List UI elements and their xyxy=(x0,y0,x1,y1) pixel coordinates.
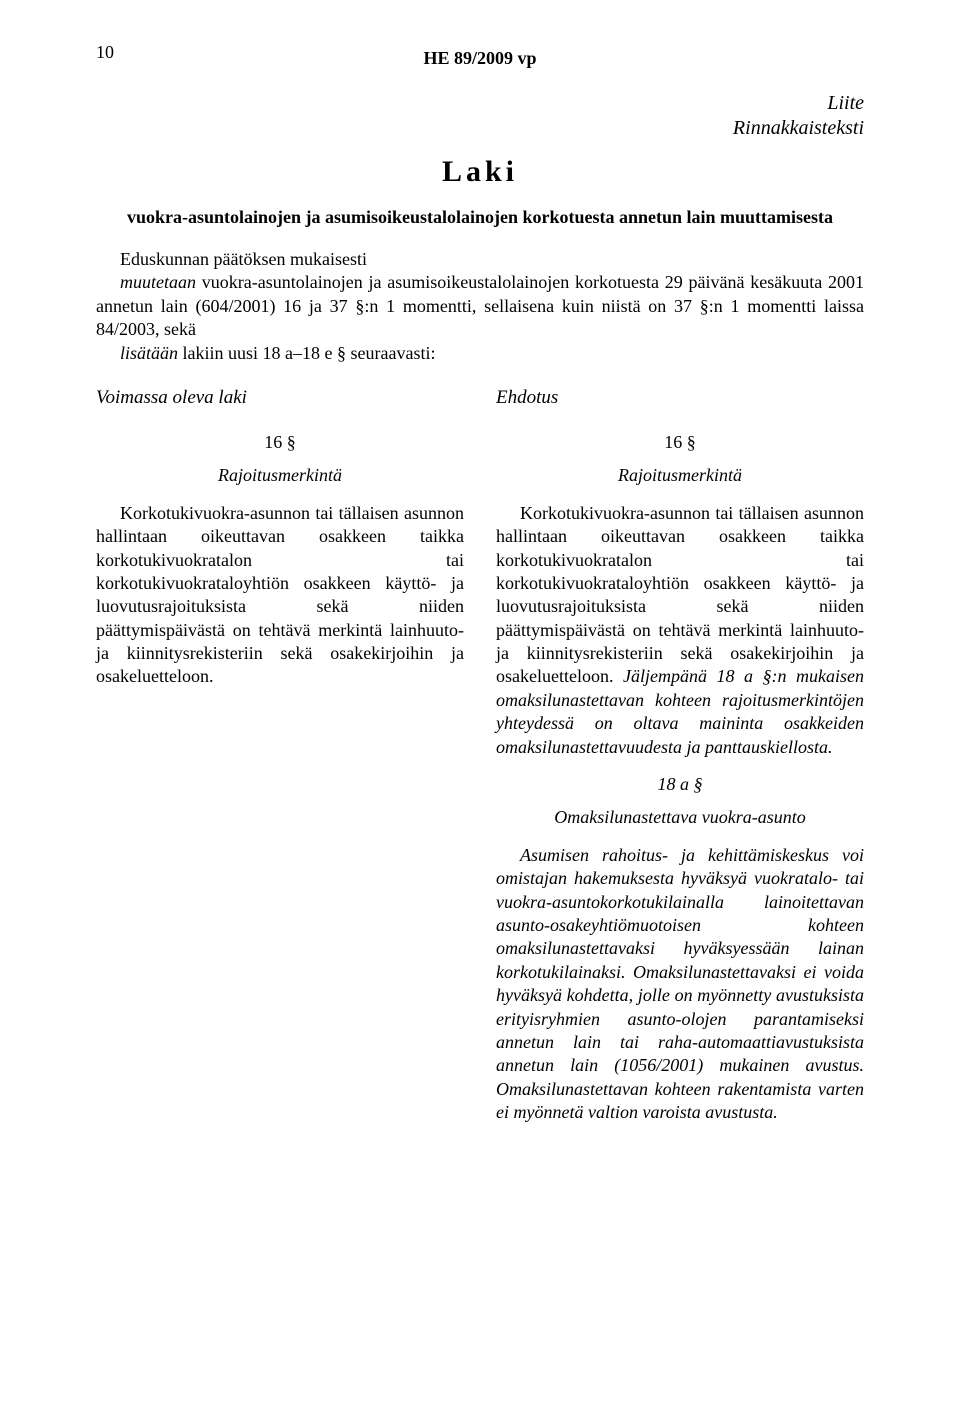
right-sec18a-number: 18 a § xyxy=(496,773,864,796)
column-labels: Voimassa oleva laki Ehdotus xyxy=(96,387,864,409)
left-column-label: Voimassa oleva laki xyxy=(96,387,464,409)
parallel-text-label: Rinnakkaisteksti xyxy=(733,117,864,139)
preamble: Eduskunnan päätöksen mukaisesti muutetaa… xyxy=(96,248,864,365)
preamble-muutetaan: muutetaan xyxy=(120,272,196,292)
left-sec16-number: 16 § xyxy=(96,431,464,454)
preamble-seg-1: vuokra-asuntolainojen ja asumisoikeustal… xyxy=(96,272,864,339)
law-heading: Laki xyxy=(96,155,864,189)
right-column-label: Ehdotus xyxy=(496,387,864,409)
preamble-line-3: lisätään lakiin uusi 18 a–18 e § seuraav… xyxy=(96,342,864,365)
right-sec16-title: Rajoitusmerkintä xyxy=(496,464,864,487)
right-sec16-number: 16 § xyxy=(496,431,864,454)
document-code: HE 89/2009 vp xyxy=(96,48,864,69)
left-sec16-title: Rajoitusmerkintä xyxy=(96,464,464,487)
preamble-line-2: muutetaan vuokra-asuntolainojen ja asumi… xyxy=(96,271,864,341)
law-title: vuokra-asuntolainojen ja asumisoikeustal… xyxy=(96,207,864,228)
page-number: 10 xyxy=(96,42,114,63)
document-page: 10 HE 89/2009 vp Liite Rinnakkaisteksti … xyxy=(0,0,960,1405)
right-sec16-body-plain: Korkotukivuokra-asunnon tai tällaisen as… xyxy=(496,503,864,687)
right-sec18a-title: Omaksilunastettava vuokra-asunto xyxy=(496,806,864,829)
attachment-labels: Liite Rinnakkaisteksti xyxy=(96,91,864,141)
right-column: 16 § Rajoitusmerkintä Korkotukivuokra-as… xyxy=(496,431,864,1139)
preamble-seg-2: lakiin uusi 18 a–18 e § seuraavasti: xyxy=(178,343,435,363)
attachment-label: Liite xyxy=(827,92,864,114)
preamble-line-1: Eduskunnan päätöksen mukaisesti xyxy=(96,248,864,271)
left-column: 16 § Rajoitusmerkintä Korkotukivuokra-as… xyxy=(96,431,464,1139)
preamble-lisataan: lisätään xyxy=(120,343,178,363)
parallel-columns: 16 § Rajoitusmerkintä Korkotukivuokra-as… xyxy=(96,431,864,1139)
right-sec16-body: Korkotukivuokra-asunnon tai tällaisen as… xyxy=(496,502,864,759)
right-sec18a-body: Asumisen rahoitus- ja kehittämiskeskus v… xyxy=(496,844,864,1125)
left-sec16-body: Korkotukivuokra-asunnon tai tällaisen as… xyxy=(96,502,464,689)
